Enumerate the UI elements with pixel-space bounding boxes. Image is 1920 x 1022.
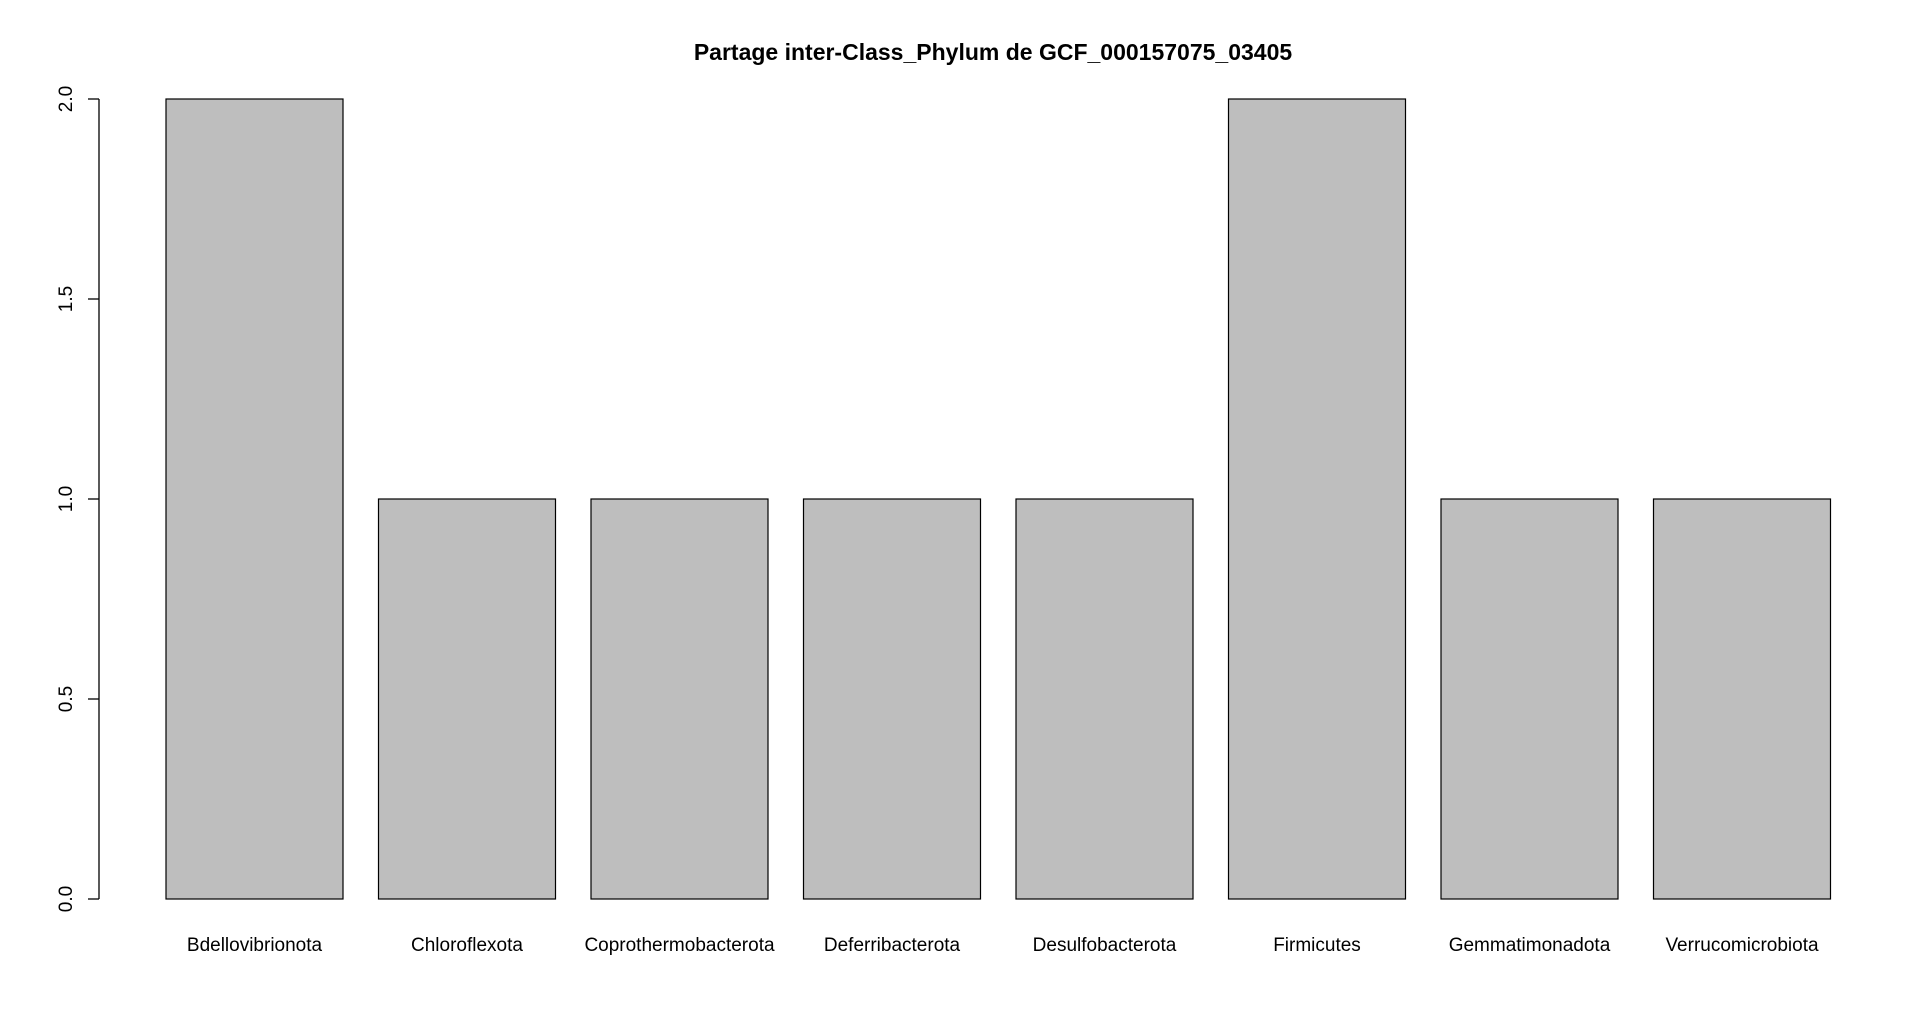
x-tick-label: Coprothermobacterota — [584, 935, 775, 956]
bar-desulfobacterota — [1015, 498, 1194, 900]
bar-coprothermobacterota — [590, 498, 769, 900]
bars — [165, 98, 1832, 900]
bar-verrucomicrobiota — [1652, 498, 1832, 900]
bar-deferribacterota — [802, 498, 982, 900]
y-tick-label: 1.5 — [56, 286, 77, 312]
x-tick-label: Gemmatimonadota — [1449, 935, 1611, 956]
x-tick-label: Verrucomicrobiota — [1665, 935, 1819, 956]
bar-gemmatimonadota — [1440, 498, 1619, 900]
x-tick-label: Bdellovibrionota — [187, 935, 323, 956]
y-tick-label: 2.0 — [56, 86, 77, 112]
x-tick-label: Firmicutes — [1273, 935, 1361, 956]
y-tick-label: 0.5 — [56, 686, 77, 712]
x-tick-label: Deferribacterota — [824, 935, 961, 956]
bar-chloroflexota — [377, 498, 557, 900]
x-tick-label: Desulfobacterota — [1033, 935, 1177, 956]
y-tick-label: 1.0 — [56, 486, 77, 512]
bar-firmicutes — [1227, 98, 1407, 900]
y-axis: 0.0 0.5 1.0 1.5 2.0 — [56, 86, 100, 912]
y-tick-label: 0.0 — [56, 886, 77, 912]
bar-bdellovibrionota — [165, 98, 344, 900]
x-axis-labels: Bdellovibrionota Chloroflexota Coprothermo… — [187, 935, 1819, 956]
x-tick-label: Chloroflexota — [411, 935, 523, 956]
chart-title: Partage inter-Class_Phylum de GCF_000157… — [694, 39, 1293, 65]
